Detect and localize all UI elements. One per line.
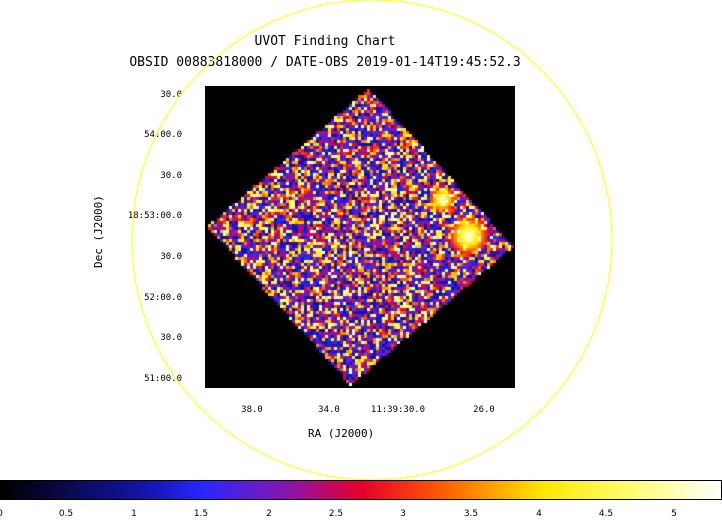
colorbar [0, 480, 722, 500]
colorbar-tick: 2 [266, 509, 272, 519]
colorbar-tick: 5 [671, 509, 677, 519]
colorbar-tick: 2.5 [328, 509, 344, 519]
colorbar-tick: 0 [0, 509, 3, 519]
ra-tick: 11:39:30.0 [370, 405, 426, 415]
colorbar-tick: 3.5 [463, 509, 479, 519]
dec-tick: 54:00.0 [144, 130, 182, 140]
dec-tick: 18:53:00.0 [127, 211, 182, 221]
dec-tick: 30.0 [160, 90, 182, 100]
sky-image [205, 86, 515, 388]
dec-tick: 52:00.0 [144, 293, 182, 303]
dec-tick: 30.0 [160, 171, 182, 181]
ra-tick: 26.0 [473, 405, 495, 415]
region-circle [131, 0, 613, 481]
dec-tick: 51:00.0 [144, 374, 182, 384]
colorbar-tick: 1.5 [193, 509, 209, 519]
chart-subtitle: OBSID 00883818000 / DATE-OBS 2019-01-14T… [129, 55, 521, 70]
ra-tick: 38.0 [241, 405, 263, 415]
colorbar-tick: 4.5 [598, 509, 614, 519]
dec-tick: 30.0 [160, 252, 182, 262]
colorbar-tick: 1 [131, 509, 137, 519]
x-axis-label: RA (J2000) [308, 427, 375, 440]
colorbar-tick: 4 [536, 509, 542, 519]
colorbar-tick: 3 [400, 509, 406, 519]
ra-tick: 34.0 [318, 405, 340, 415]
dec-tick: 30.0 [160, 333, 182, 343]
colorbar-tick: 0.5 [58, 509, 74, 519]
chart-title: UVOT Finding Chart [254, 34, 396, 49]
